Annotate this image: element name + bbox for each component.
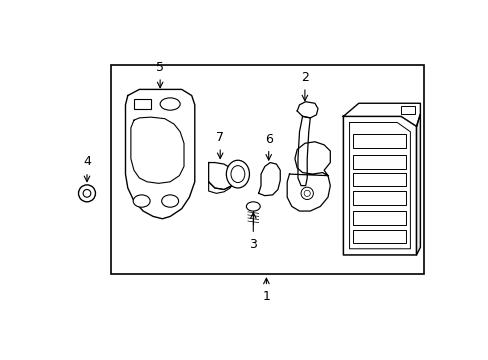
Polygon shape bbox=[343, 116, 416, 255]
Polygon shape bbox=[297, 116, 310, 186]
Polygon shape bbox=[297, 102, 317, 118]
Ellipse shape bbox=[301, 187, 313, 199]
Bar bbox=[353, 172, 405, 186]
Bar bbox=[353, 134, 405, 148]
Ellipse shape bbox=[160, 98, 180, 110]
Polygon shape bbox=[208, 178, 233, 193]
Text: 1: 1 bbox=[262, 289, 270, 303]
Ellipse shape bbox=[246, 202, 260, 211]
Text: 6: 6 bbox=[264, 132, 272, 145]
Ellipse shape bbox=[83, 189, 91, 197]
Polygon shape bbox=[286, 142, 329, 211]
Polygon shape bbox=[208, 163, 233, 189]
Polygon shape bbox=[258, 163, 280, 195]
Bar bbox=[353, 155, 405, 169]
Polygon shape bbox=[125, 89, 194, 219]
Bar bbox=[134, 99, 151, 109]
Text: 2: 2 bbox=[300, 71, 308, 84]
Polygon shape bbox=[131, 117, 183, 183]
Text: 4: 4 bbox=[83, 155, 91, 168]
Polygon shape bbox=[416, 114, 420, 255]
Ellipse shape bbox=[162, 195, 178, 207]
Text: 3: 3 bbox=[249, 238, 257, 251]
Bar bbox=[353, 211, 405, 225]
Ellipse shape bbox=[304, 190, 310, 197]
Bar bbox=[353, 230, 405, 243]
Polygon shape bbox=[343, 103, 420, 126]
Text: 5: 5 bbox=[156, 61, 164, 74]
Bar bbox=[111, 65, 424, 274]
Text: 7: 7 bbox=[216, 131, 224, 144]
Ellipse shape bbox=[230, 166, 244, 183]
Ellipse shape bbox=[226, 160, 249, 188]
Ellipse shape bbox=[79, 185, 95, 202]
Ellipse shape bbox=[133, 195, 150, 207]
Bar bbox=[353, 191, 405, 205]
Bar bbox=[400, 106, 414, 114]
